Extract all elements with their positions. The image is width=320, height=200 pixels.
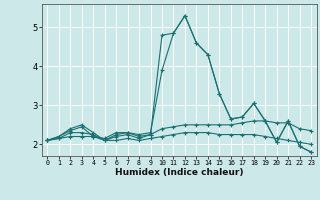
X-axis label: Humidex (Indice chaleur): Humidex (Indice chaleur) xyxy=(115,168,244,177)
